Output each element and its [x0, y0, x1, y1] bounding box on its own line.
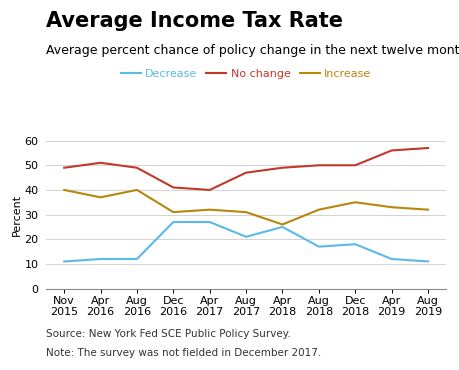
- Increase: [352, 200, 357, 205]
- Increase: [134, 188, 140, 192]
- Decrease: [279, 225, 285, 229]
- Increase: [62, 188, 67, 192]
- Decrease: [315, 245, 321, 249]
- Y-axis label: Percent: Percent: [11, 194, 22, 236]
- Increase: [170, 210, 176, 214]
- Increase: [243, 210, 248, 214]
- No change: [315, 163, 321, 168]
- No change: [170, 185, 176, 190]
- Decrease: [134, 257, 140, 261]
- Decrease: [98, 257, 103, 261]
- Increase: [207, 208, 212, 212]
- Decrease: [424, 259, 430, 264]
- No change: [98, 161, 103, 165]
- Decrease: [388, 257, 393, 261]
- Decrease: [62, 259, 67, 264]
- Decrease: [243, 235, 248, 239]
- Text: Note: The survey was not fielded in December 2017.: Note: The survey was not fielded in Dece…: [46, 348, 320, 358]
- No change: [62, 165, 67, 170]
- Line: No change: No change: [64, 148, 427, 190]
- Decrease: [207, 220, 212, 224]
- No change: [279, 165, 285, 170]
- No change: [388, 148, 393, 153]
- Increase: [388, 205, 393, 209]
- No change: [207, 188, 212, 192]
- Increase: [424, 208, 430, 212]
- Text: Average percent chance of policy change in the next twelve months: Average percent chance of policy change …: [46, 44, 459, 57]
- Line: Decrease: Decrease: [64, 222, 427, 262]
- Increase: [98, 195, 103, 199]
- No change: [243, 171, 248, 175]
- Text: Source: New York Fed SCE Public Policy Survey.: Source: New York Fed SCE Public Policy S…: [46, 329, 290, 339]
- Increase: [279, 222, 285, 227]
- Text: Average Income Tax Rate: Average Income Tax Rate: [46, 11, 342, 31]
- Legend: Decrease, No change, Increase: Decrease, No change, Increase: [121, 69, 370, 79]
- Increase: [315, 208, 321, 212]
- No change: [424, 146, 430, 150]
- No change: [352, 163, 357, 168]
- Line: Increase: Increase: [64, 190, 427, 225]
- No change: [134, 165, 140, 170]
- Decrease: [352, 242, 357, 246]
- Decrease: [170, 220, 176, 224]
